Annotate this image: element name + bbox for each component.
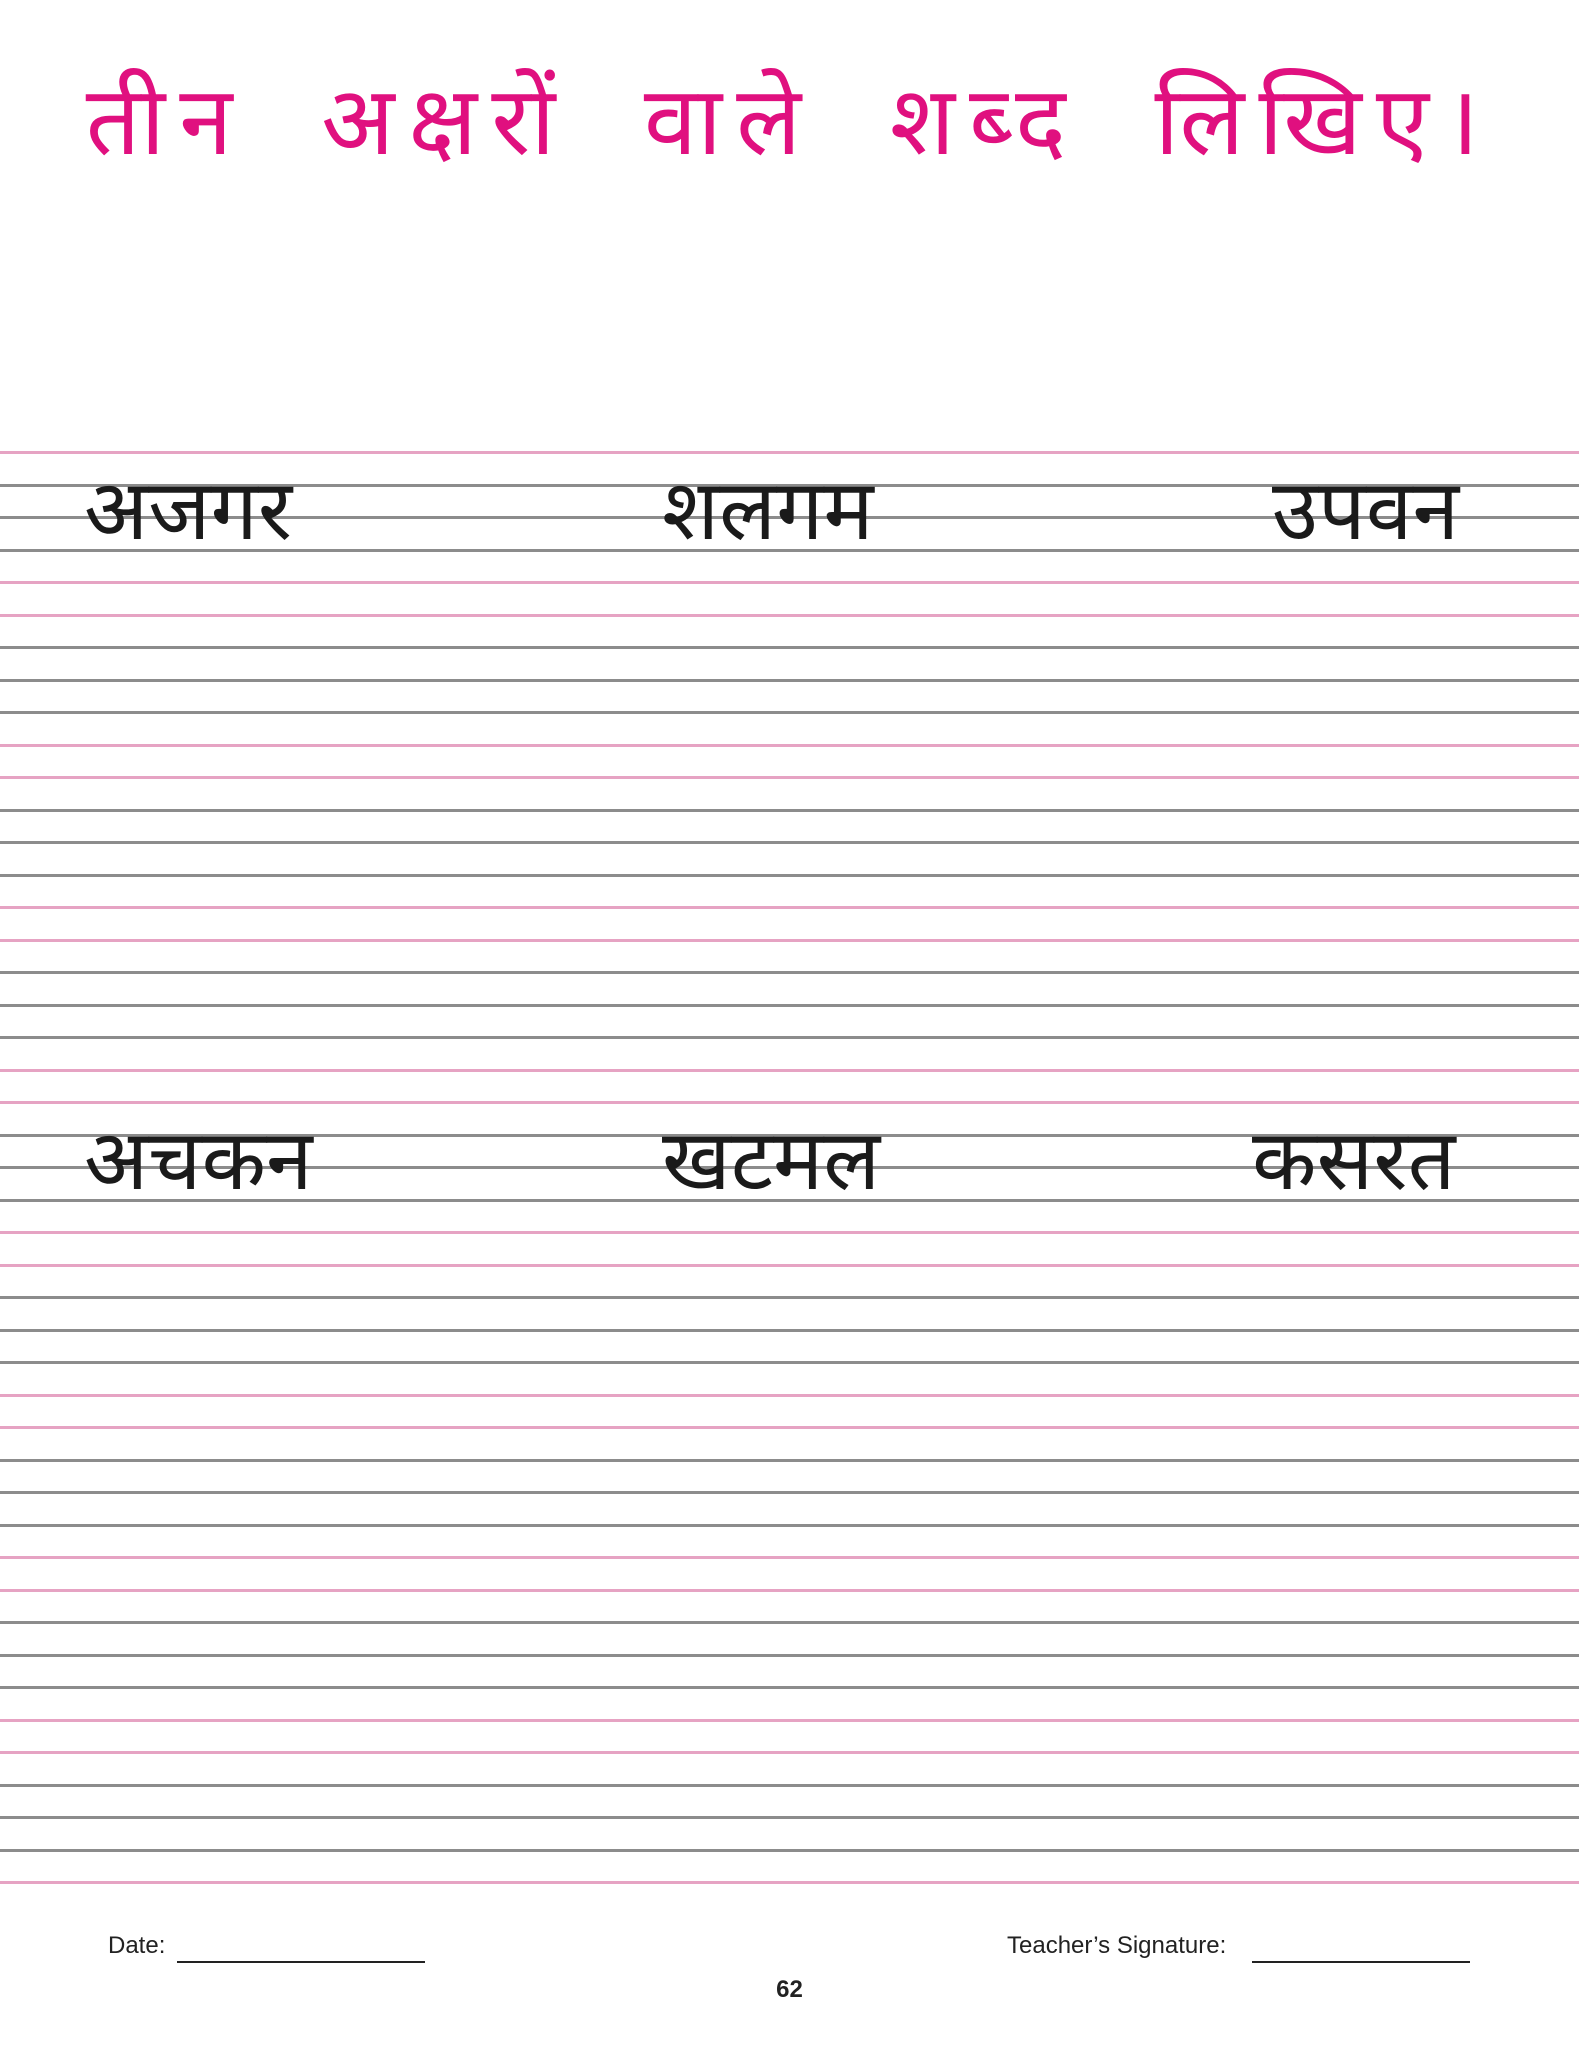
grey-rule-line — [0, 873, 1579, 877]
grey-rule-line — [0, 516, 1579, 519]
pink-rule-line — [0, 1231, 1579, 1234]
grey-rule-line — [0, 1816, 1579, 1819]
grey-rule-line — [0, 841, 1579, 844]
word-shalgam: शलगम — [662, 461, 874, 559]
pink-rule-line — [0, 776, 1579, 779]
pink-rule-line — [0, 1426, 1579, 1429]
pink-rule-line — [0, 1393, 1579, 1397]
word-ajgar: अजगर — [84, 461, 293, 559]
grey-rule-line — [0, 483, 1579, 487]
grey-rule-line — [0, 1686, 1579, 1689]
grey-rule-line — [0, 1621, 1579, 1624]
word-kasrat: कसरत — [1252, 1111, 1456, 1209]
grey-rule-line — [0, 1361, 1579, 1364]
grey-rule-line — [0, 808, 1579, 812]
pink-rule-line — [0, 906, 1579, 909]
grey-rule-line — [0, 1848, 1579, 1852]
word-achkan: अचकन — [84, 1111, 313, 1209]
grey-rule-line — [0, 1328, 1579, 1332]
pink-rule-line — [0, 613, 1579, 617]
signature-blank-line[interactable] — [1252, 1961, 1470, 1963]
grey-rule-line — [0, 1783, 1579, 1787]
pink-rule-line — [0, 743, 1579, 747]
grey-rule-line — [0, 1458, 1579, 1462]
grey-rule-line — [0, 678, 1579, 682]
pink-rule-line — [0, 1068, 1579, 1072]
grey-rule-line — [0, 1653, 1579, 1657]
grey-rule-line — [0, 1523, 1579, 1527]
page-number: 62 — [776, 1976, 803, 2003]
grey-rule-line — [0, 711, 1579, 714]
pink-rule-line — [0, 1588, 1579, 1592]
word-khatmal: खटमल — [662, 1111, 881, 1209]
date-blank-line[interactable] — [177, 1961, 425, 1963]
pink-rule-line — [0, 1101, 1579, 1104]
grey-rule-line — [0, 1166, 1579, 1169]
pink-rule-line — [0, 581, 1579, 584]
signature-label: Teacher’s Signature: — [1007, 1932, 1227, 1959]
pink-rule-line — [0, 938, 1579, 942]
pink-rule-line — [0, 1751, 1579, 1754]
grey-rule-line — [0, 1003, 1579, 1007]
pink-rule-line — [0, 1263, 1579, 1267]
date-label: Date: — [108, 1932, 166, 1959]
word-upvan: उपवन — [1272, 461, 1460, 559]
grey-rule-line — [0, 548, 1579, 552]
grey-rule-line — [0, 1036, 1579, 1039]
pink-rule-line — [0, 451, 1579, 454]
grey-rule-line — [0, 1198, 1579, 1202]
pink-rule-line — [0, 1556, 1579, 1559]
pink-rule-line — [0, 1881, 1579, 1884]
grey-rule-line — [0, 971, 1579, 974]
grey-rule-line — [0, 646, 1579, 649]
grey-rule-line — [0, 1133, 1579, 1137]
grey-rule-line — [0, 1296, 1579, 1299]
page-title: तीन अक्षरों वाले शब्द लिखिए। — [85, 65, 1494, 177]
pink-rule-line — [0, 1718, 1579, 1722]
grey-rule-line — [0, 1491, 1579, 1494]
